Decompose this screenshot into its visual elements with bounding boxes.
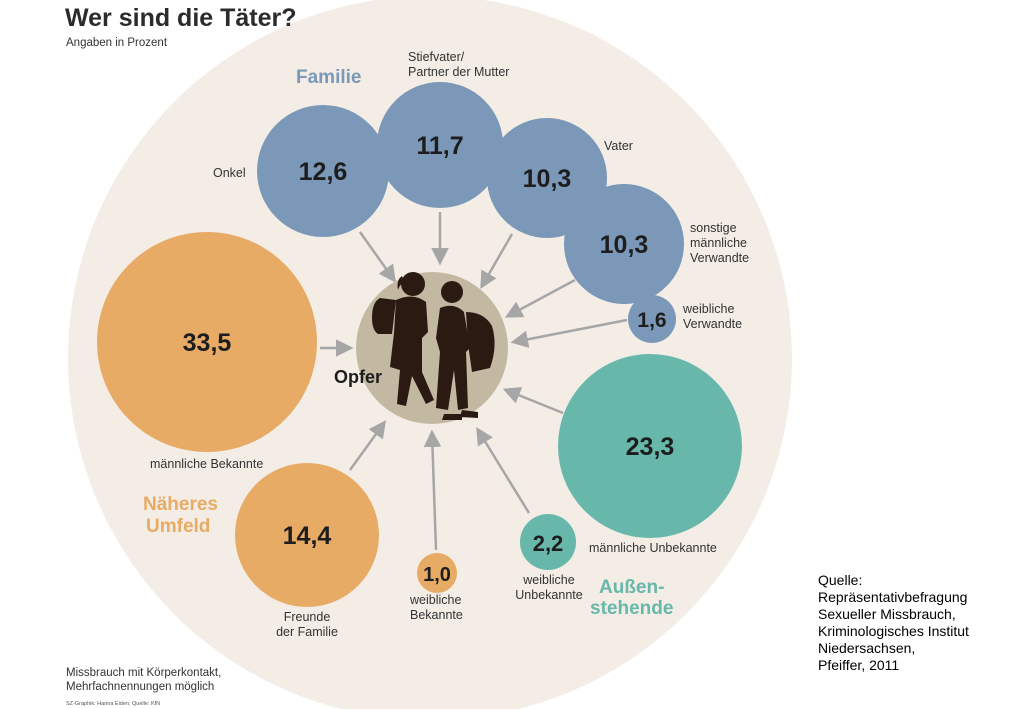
bubble-value: 12,6 — [299, 158, 348, 186]
bubble-value: 10,3 — [600, 231, 649, 259]
bubble-circle — [628, 295, 676, 343]
bubble-circle — [520, 514, 576, 570]
bubble-weibl-bekannte: 1,0 — [417, 553, 457, 593]
source-line: Pfeiffer, 2011 — [818, 657, 900, 673]
source-line: Repräsentativbefragung — [818, 589, 968, 605]
arrow-maennl-unbekannte — [502, 387, 564, 415]
children-silhouette-icon — [372, 272, 495, 420]
bubble-value: 1,6 — [637, 309, 666, 332]
bubble-circle — [558, 354, 742, 538]
label-sonstige-3: Verwandte — [690, 251, 749, 265]
label-freunde-1: Freunde — [284, 610, 331, 624]
source-line: Kriminologisches Institut — [818, 623, 969, 639]
arrow-freunde — [348, 420, 387, 471]
arrow-weibl-verwandte — [510, 318, 628, 348]
group-label-aussenstehende-2: stehende — [590, 598, 673, 619]
label-weibl-bekannte-2: Bekannte — [410, 608, 463, 622]
label-weibl-unbekannte-1: weibliche — [522, 573, 574, 587]
label-weibl-unbekannte-2: Unbekannte — [515, 588, 582, 602]
credit: SZ-Graphik: Hanna Eiden; Quelle: KfN — [66, 701, 160, 707]
source-line: Niedersachsen, — [818, 640, 916, 656]
arrows — [320, 212, 628, 551]
label-weibl-verwandte-1: weibliche — [682, 302, 734, 316]
bubble-circle — [97, 232, 317, 452]
bubble-maennl-unbekannte: 23,3 — [558, 354, 742, 538]
bubble-circle — [417, 553, 457, 593]
bubble-stiefvater: 11,7 — [377, 82, 503, 208]
bubble-value: 14,4 — [283, 522, 332, 550]
bubble-value: 2,2 — [533, 531, 564, 556]
bubble-sonstige: 10,3 — [564, 184, 684, 304]
bubble-value: 1,0 — [423, 564, 451, 586]
bubble-circle — [257, 105, 389, 237]
label-sonstige-2: männliche — [690, 236, 747, 250]
label-maennl-unbekannte: männliche Unbekannte — [589, 541, 717, 555]
label-stiefvater-1: Stiefvater/ — [408, 50, 465, 64]
bubble-circle — [377, 82, 503, 208]
bubble-circle — [235, 463, 379, 607]
bubble-value: 23,3 — [626, 433, 675, 461]
bubble-value: 10,3 — [523, 165, 572, 193]
source-note: Quelle: Repräsentativbefragung Sexueller… — [818, 572, 1018, 674]
bubble-onkel: 12,6 — [257, 105, 389, 237]
label-onkel: Onkel — [213, 166, 246, 180]
label-weibl-verwandte-2: Verwandte — [683, 317, 742, 331]
label-stiefvater-2: Partner der Mutter — [408, 65, 509, 79]
arrow-sonstige — [504, 278, 576, 318]
group-label-naeheres-umfeld-2: Umfeld — [146, 516, 210, 537]
bubble-weibl-verwandte: 1,6 — [628, 295, 676, 343]
arrow-vater — [480, 233, 514, 290]
group-label-familie: Familie — [296, 67, 361, 88]
bubble-value: 11,7 — [416, 132, 463, 160]
center-label: Opfer — [334, 367, 382, 387]
bubble-value: 33,5 — [183, 329, 232, 357]
group-label-naeheres-umfeld-1: Näheres — [143, 494, 218, 515]
label-sonstige-1: sonstige — [690, 221, 737, 235]
label-freunde-2: der Familie — [276, 625, 338, 639]
bubble-circle — [564, 184, 684, 304]
source-line: Quelle: — [818, 572, 863, 588]
label-maennl-bekannte: männliche Bekannte — [150, 457, 263, 471]
arrow-weibl-bekannte — [423, 429, 442, 551]
bubble-weibl-unbekannte: 2,2 — [520, 514, 576, 570]
bubble-freunde: 14,4 — [235, 463, 379, 607]
chart-title: Wer sind die Täter? — [65, 4, 297, 32]
label-vater: Vater — [604, 139, 633, 153]
label-weibl-bekannte-1: weibliche — [409, 593, 461, 607]
footnote-line-1: Missbrauch mit Körperkontakt, — [66, 667, 221, 679]
arrow-onkel — [358, 231, 397, 283]
footnote-line-2: Mehrfachnennungen möglich — [66, 681, 214, 693]
source-line: Sexueller Missbrauch, — [818, 606, 956, 622]
chart-subtitle: Angaben in Prozent — [66, 37, 168, 49]
arrow-weibl-unbekannte — [476, 427, 531, 514]
bubble-maennl-bekannte: 33,5 — [97, 232, 317, 452]
group-label-aussenstehende-1: Außen- — [599, 577, 664, 598]
